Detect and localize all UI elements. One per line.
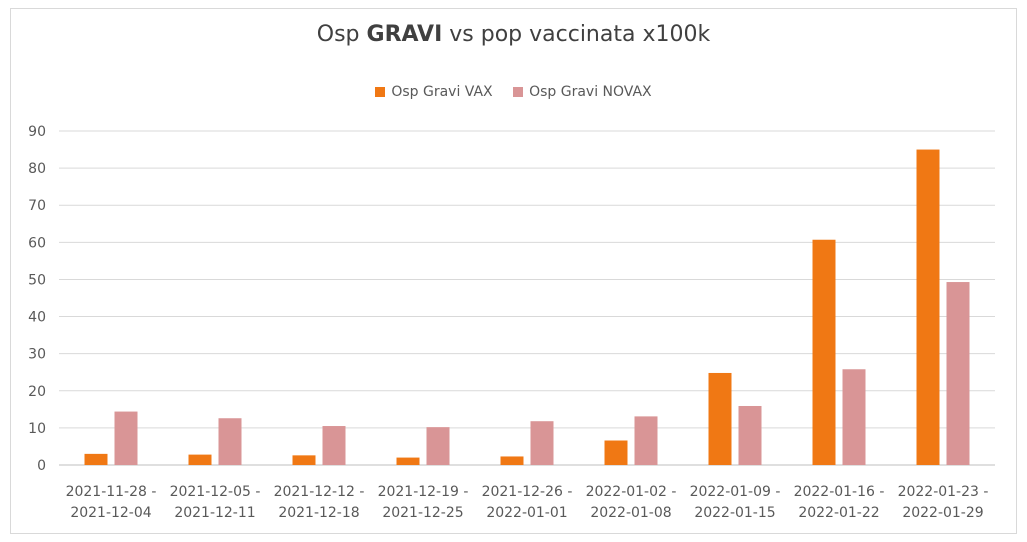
x-tick-label: 2022-01-09 - <box>690 484 781 500</box>
chart-legend: Osp Gravi VAX Osp Gravi NOVAX <box>0 84 1027 101</box>
bar-vax <box>604 440 628 465</box>
y-tick-label: 50 <box>28 272 46 288</box>
x-tick-label: 2022-01-16 - <box>794 484 885 500</box>
bar-vax <box>708 372 732 465</box>
legend-swatch-novax <box>513 87 524 97</box>
chart-title: Osp GRAVI vs pop vaccinata x100k <box>0 22 1027 47</box>
chart-title-suffix: vs pop vaccinata x100k <box>449 22 711 47</box>
legend-item-vax: Osp Gravi VAX <box>375 84 493 100</box>
chart-title-bold: GRAVI <box>366 22 443 47</box>
bar-novax <box>426 427 450 465</box>
bar-vax <box>188 454 212 465</box>
x-tick-label: 2021-12-18 <box>278 505 359 521</box>
y-tick-label: 0 <box>37 458 46 474</box>
x-tick-label: 2022-01-02 - <box>586 484 677 500</box>
bar-novax <box>842 369 866 465</box>
x-tick-label: 2022-01-08 <box>590 505 671 521</box>
chart-title-prefix: Osp <box>316 22 360 47</box>
x-tick-label: 2021-12-04 <box>70 505 151 521</box>
x-tick-label: 2022-01-15 <box>694 505 775 521</box>
bar-novax <box>530 421 554 465</box>
legend-swatch-vax <box>375 87 386 97</box>
x-tick-label: 2022-01-22 <box>798 505 879 521</box>
y-tick-label: 90 <box>28 124 46 140</box>
x-tick-label: 2022-01-23 - <box>898 484 989 500</box>
y-tick-label: 20 <box>28 384 46 400</box>
bar-novax <box>634 416 658 465</box>
bar-vax <box>292 455 316 465</box>
x-tick-label: 2021-12-05 - <box>170 484 261 500</box>
legend-label-vax: Osp Gravi VAX <box>391 84 493 100</box>
x-tick-label: 2021-12-12 - <box>274 484 365 500</box>
y-tick-label: 60 <box>28 235 46 251</box>
y-tick-label: 80 <box>28 161 46 177</box>
bar-vax <box>396 457 420 465</box>
bar-vax <box>812 239 836 465</box>
x-tick-label: 2021-12-11 <box>174 505 255 521</box>
bar-novax <box>218 418 242 465</box>
bar-novax <box>946 282 970 465</box>
x-tick-label: 2021-11-28 - <box>66 484 157 500</box>
x-tick-label: 2022-01-29 <box>902 505 983 521</box>
y-tick-label: 40 <box>28 310 46 326</box>
y-tick-label: 10 <box>28 421 46 437</box>
bar-vax <box>916 149 940 466</box>
y-tick-label: 30 <box>28 347 46 363</box>
legend-item-novax: Osp Gravi NOVAX <box>513 84 652 100</box>
bar-vax <box>84 453 108 465</box>
x-tick-label: 2021-12-25 <box>382 505 463 521</box>
x-tick-label: 2022-01-01 <box>486 505 567 521</box>
bar-novax <box>322 426 346 465</box>
bar-novax <box>114 411 138 465</box>
x-tick-label: 2021-12-19 - <box>378 484 469 500</box>
x-tick-label: 2021-12-26 - <box>482 484 573 500</box>
legend-label-novax: Osp Gravi NOVAX <box>529 84 652 100</box>
y-tick-label: 70 <box>28 198 46 214</box>
bar-vax <box>500 456 524 465</box>
bar-novax <box>738 405 762 465</box>
